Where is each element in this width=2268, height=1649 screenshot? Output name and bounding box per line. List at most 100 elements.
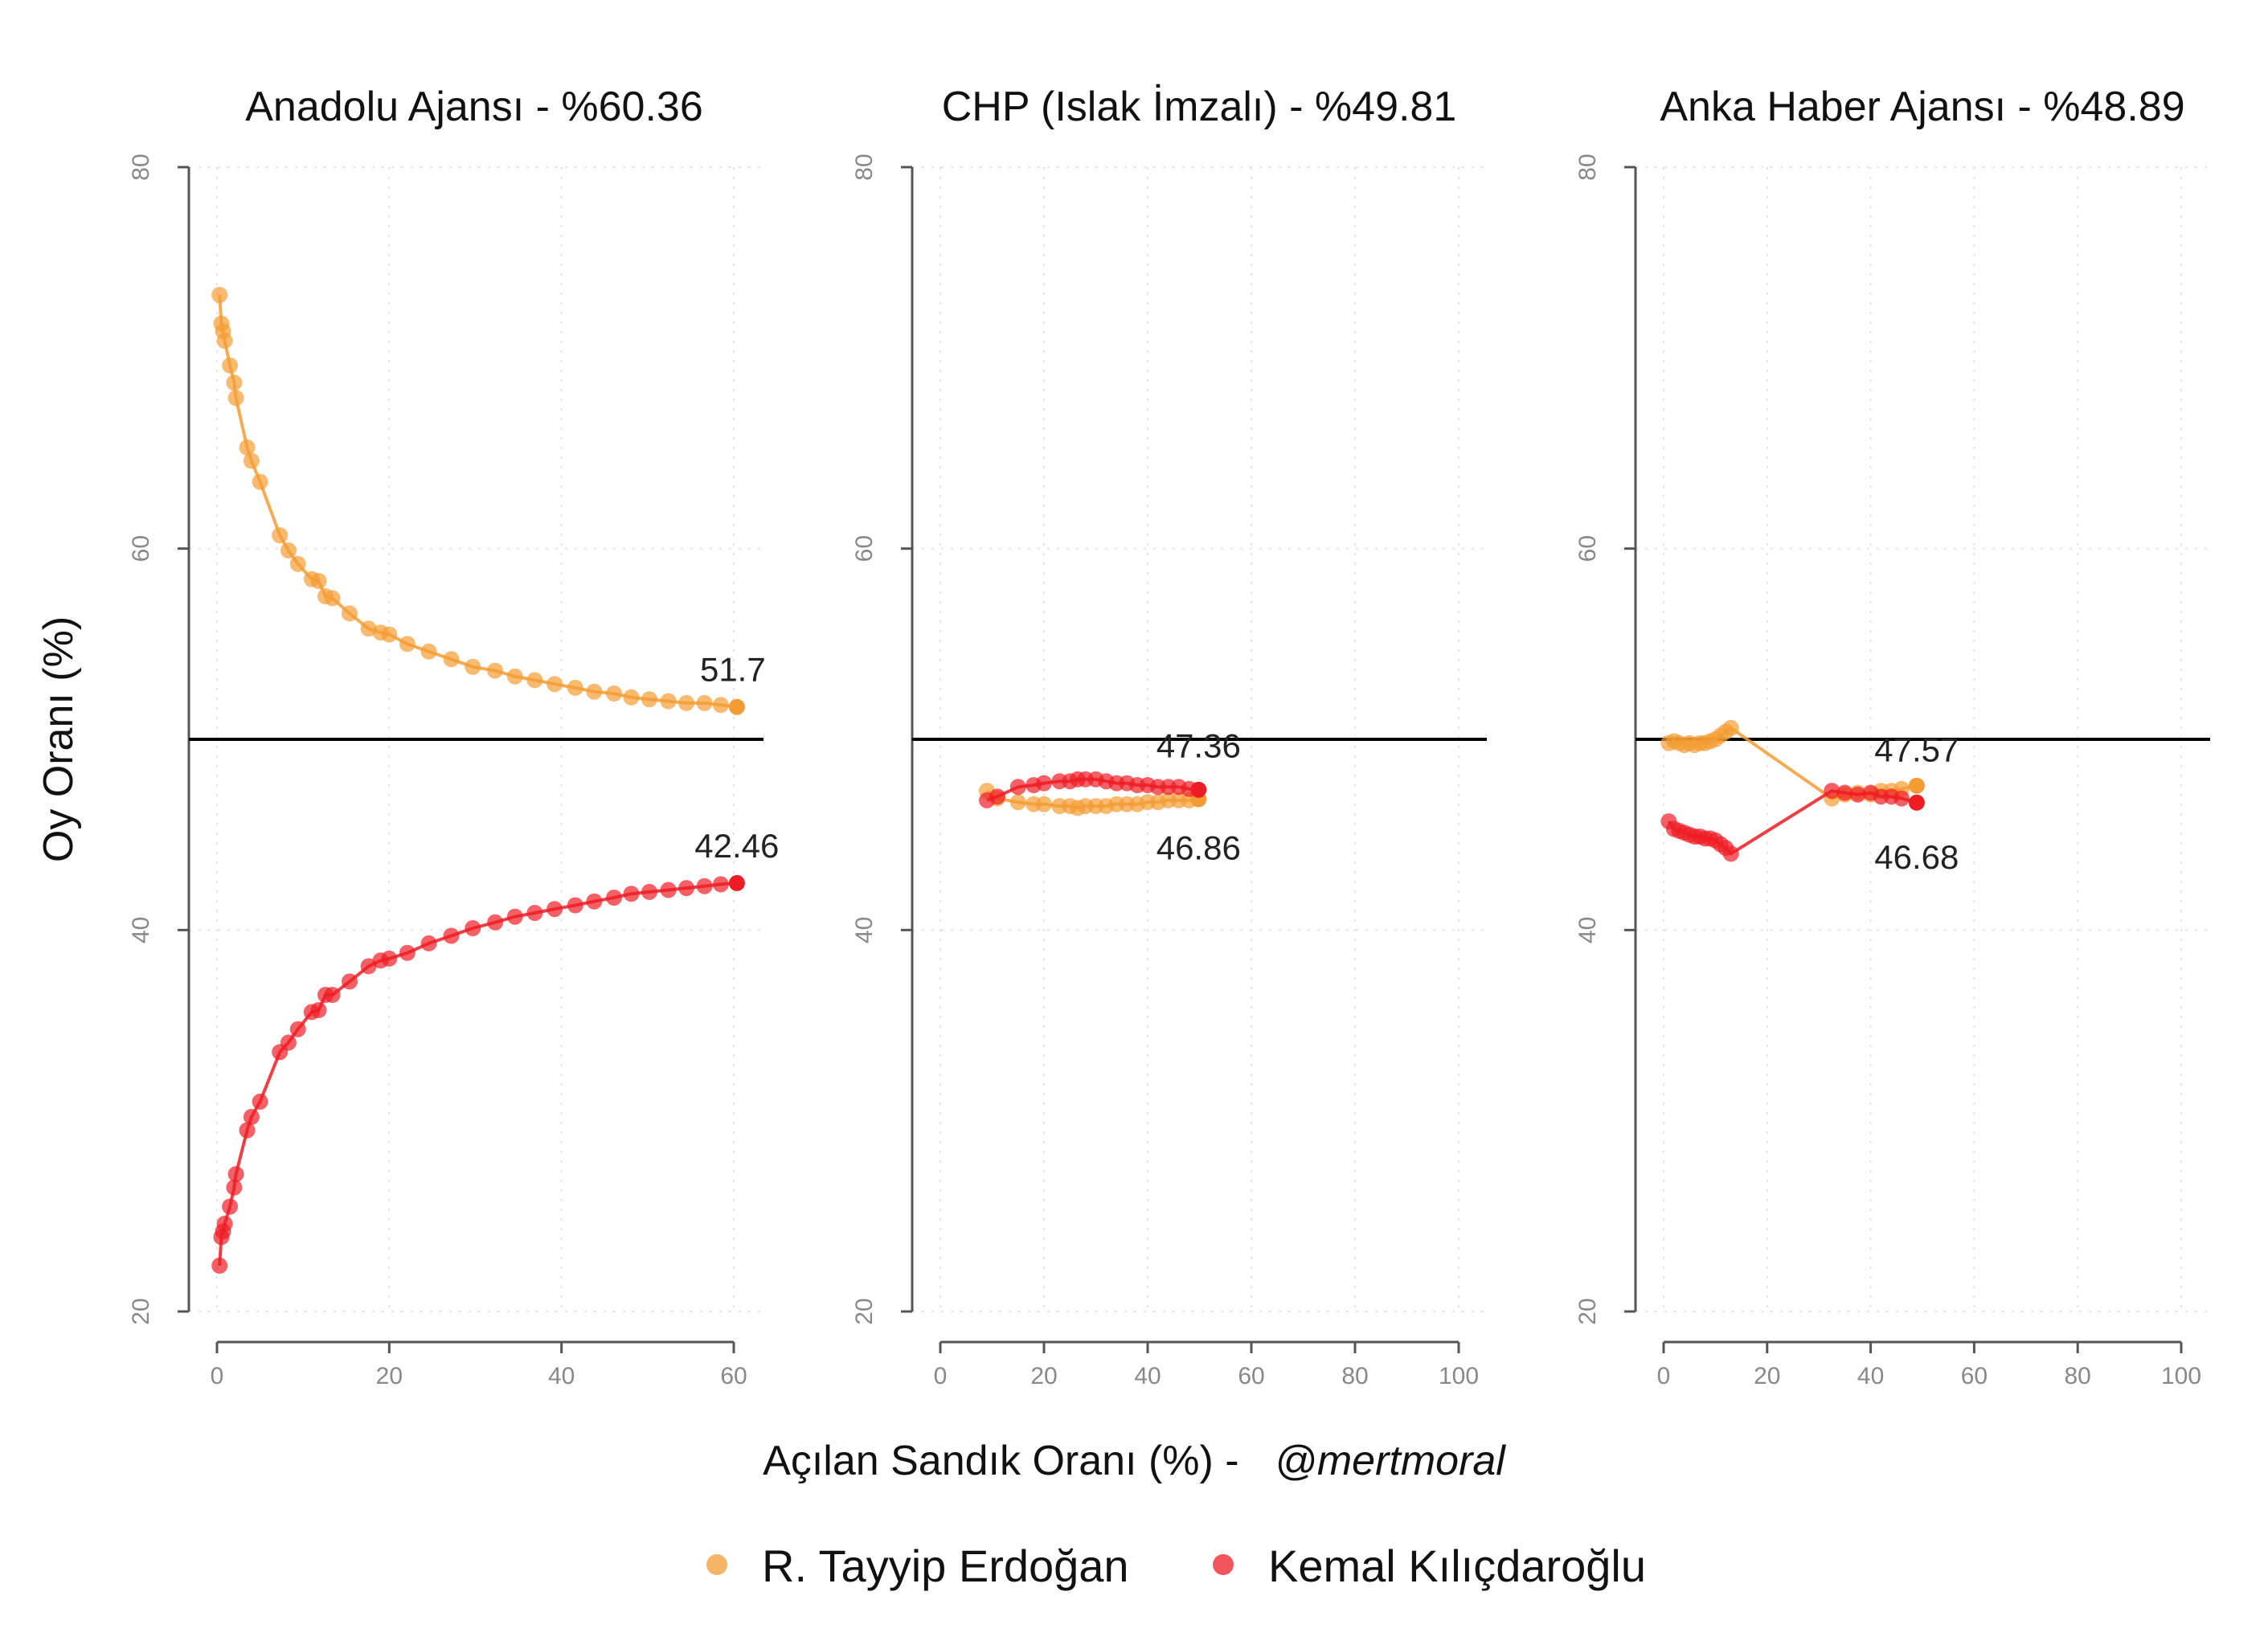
data-point-r-tayyip-erdogan	[1036, 796, 1052, 812]
y-tick-label: 20	[1574, 1298, 1601, 1324]
data-point-kemal-kilicdaroglu	[227, 1166, 244, 1183]
data-point-r-tayyip-erdogan	[712, 697, 729, 714]
end-value-label-r-tayyip-erdogan: 47.57	[1874, 731, 1959, 769]
data-point-r-tayyip-erdogan	[586, 683, 603, 700]
x-axis-title-credit: @mertmoral	[1275, 1438, 1506, 1484]
data-point-r-tayyip-erdogan	[1009, 794, 1026, 811]
series-kemal-kilicdaroglu: 47.36	[979, 727, 1241, 808]
data-point-kemal-kilicdaroglu	[712, 876, 729, 893]
data-point-kemal-kilicdaroglu	[623, 886, 640, 902]
data-point-r-tayyip-erdogan	[243, 452, 260, 469]
chart-title: CHP (Islak İmzalı) - %49.81	[942, 84, 1457, 130]
x-tick-label: 20	[1030, 1363, 1057, 1389]
data-point-r-tayyip-erdogan	[227, 390, 244, 407]
chart-panel-3: Anka Haber Ajansı - %48.89 20 40 60 80 0 20 40 6…	[1574, 84, 2210, 1389]
data-point-r-tayyip-erdogan	[443, 651, 460, 668]
chart-title: Anka Haber Ajansı - %48.89	[1660, 84, 2184, 130]
x-tick-label: 40	[1857, 1363, 1884, 1389]
legend-label-kilicdaroglu: Kemal Kılıçdaroğlu	[1268, 1541, 1646, 1591]
chart-panel-1: Anadolu Ajansı - %60.36 20 40 60 80 0 20 40 60 51…	[128, 84, 779, 1389]
chart-panel-2: CHP (Islak İmzalı) - %49.81 20 40 60 80 0 20 40…	[851, 84, 1487, 1389]
data-point-kemal-kilicdaroglu	[280, 1034, 297, 1051]
data-point-r-tayyip-erdogan	[420, 643, 437, 660]
y-tick-label: 80	[128, 153, 154, 180]
legend-swatch-erdogan	[706, 1554, 727, 1575]
series-line-r-tayyip-erdogan	[218, 294, 738, 709]
data-point-r-tayyip-erdogan	[399, 636, 416, 653]
x-axis-title-main: Açılan Sandık Oranı (%) -	[763, 1438, 1238, 1484]
x-tick-label: 0	[1657, 1363, 1671, 1389]
data-point-kemal-kilicdaroglu	[226, 1179, 243, 1196]
data-point-kemal-kilicdaroglu	[360, 958, 377, 975]
series-r-tayyip-erdogan: 51.7	[211, 287, 766, 715]
data-point-r-tayyip-erdogan	[272, 527, 289, 544]
end-value-label-r-tayyip-erdogan: 51.7	[700, 651, 766, 689]
data-point-kemal-kilicdaroglu	[606, 890, 622, 906]
data-point-r-tayyip-erdogan	[567, 679, 583, 696]
data-point-kemal-kilicdaroglu	[216, 1215, 233, 1232]
data-point-kemal-kilicdaroglu	[989, 788, 1005, 805]
data-point-r-tayyip-erdogan	[360, 620, 377, 637]
legend: R. Tayyip Erdoğan Kemal Kılıçdaroğlu	[706, 1541, 1646, 1591]
data-point-r-tayyip-erdogan	[381, 626, 398, 643]
data-point-r-tayyip-erdogan	[660, 693, 677, 710]
data-point-kemal-kilicdaroglu	[243, 1108, 260, 1125]
data-point-r-tayyip-erdogan	[342, 605, 358, 622]
data-point-kemal-kilicdaroglu	[660, 882, 677, 898]
data-point-kemal-kilicdaroglu	[641, 883, 657, 900]
end-value-label-kemal-kilicdaroglu: 46.68	[1874, 838, 1959, 876]
data-point-r-tayyip-erdogan	[324, 590, 341, 607]
data-point-kemal-kilicdaroglu	[547, 901, 563, 918]
x-tick-label: 40	[1134, 1363, 1161, 1389]
data-point-kemal-kilicdaroglu	[381, 950, 398, 967]
data-point-r-tayyip-erdogan	[252, 473, 268, 490]
data-point-kemal-kilicdaroglu	[1908, 794, 1925, 811]
data-point-kemal-kilicdaroglu	[1722, 845, 1739, 862]
data-point-r-tayyip-erdogan	[623, 689, 640, 706]
x-tick-label: 80	[2065, 1363, 2091, 1389]
y-tick-label: 60	[1574, 535, 1601, 562]
data-point-kemal-kilicdaroglu	[1190, 781, 1207, 798]
y-tick-label: 60	[128, 535, 154, 562]
data-point-kemal-kilicdaroglu	[211, 1258, 228, 1274]
data-point-r-tayyip-erdogan	[280, 542, 297, 559]
data-point-r-tayyip-erdogan	[211, 287, 228, 303]
data-point-r-tayyip-erdogan	[696, 694, 713, 711]
data-point-r-tayyip-erdogan	[465, 658, 481, 675]
y-tick-label: 40	[128, 917, 154, 943]
end-value-label-r-tayyip-erdogan: 46.86	[1157, 829, 1241, 867]
y-axis-title: Oy Oranı (%)	[35, 616, 82, 862]
data-point-r-tayyip-erdogan	[678, 694, 695, 711]
end-value-label-kemal-kilicdaroglu: 47.36	[1157, 727, 1241, 765]
legend-label-erdogan: R. Tayyip Erdoğan	[762, 1541, 1129, 1591]
x-tick-label: 60	[1961, 1363, 1988, 1389]
x-tick-label: 100	[1439, 1363, 1479, 1389]
data-point-kemal-kilicdaroglu	[222, 1198, 239, 1215]
data-point-kemal-kilicdaroglu	[728, 874, 745, 891]
y-tick-label: 80	[851, 153, 878, 180]
data-point-r-tayyip-erdogan	[526, 672, 543, 689]
x-tick-label: 80	[1341, 1363, 1368, 1389]
data-point-kemal-kilicdaroglu	[1836, 784, 1853, 801]
chart-title: Anadolu Ajansı - %60.36	[245, 84, 703, 130]
data-point-kemal-kilicdaroglu	[678, 880, 695, 897]
data-point-kemal-kilicdaroglu	[465, 920, 481, 936]
data-point-kemal-kilicdaroglu	[1893, 790, 1910, 807]
x-tick-label: 20	[1754, 1363, 1780, 1389]
data-point-r-tayyip-erdogan	[641, 691, 657, 708]
series-r-tayyip-erdogan: 47.57	[1660, 719, 1959, 807]
data-point-r-tayyip-erdogan	[310, 573, 327, 589]
x-tick-label: 0	[211, 1363, 224, 1389]
data-point-r-tayyip-erdogan	[547, 676, 563, 693]
x-tick-label: 40	[548, 1363, 575, 1389]
y-tick-label: 40	[1574, 917, 1601, 943]
data-point-kemal-kilicdaroglu	[239, 1122, 256, 1139]
data-point-kemal-kilicdaroglu	[443, 927, 460, 944]
data-point-r-tayyip-erdogan	[728, 698, 745, 715]
end-value-label-kemal-kilicdaroglu: 42.46	[694, 827, 779, 865]
data-point-kemal-kilicdaroglu	[586, 893, 603, 910]
series-kemal-kilicdaroglu: 42.46	[211, 827, 779, 1274]
y-tick-label: 80	[1574, 153, 1601, 180]
data-point-kemal-kilicdaroglu	[696, 878, 713, 894]
